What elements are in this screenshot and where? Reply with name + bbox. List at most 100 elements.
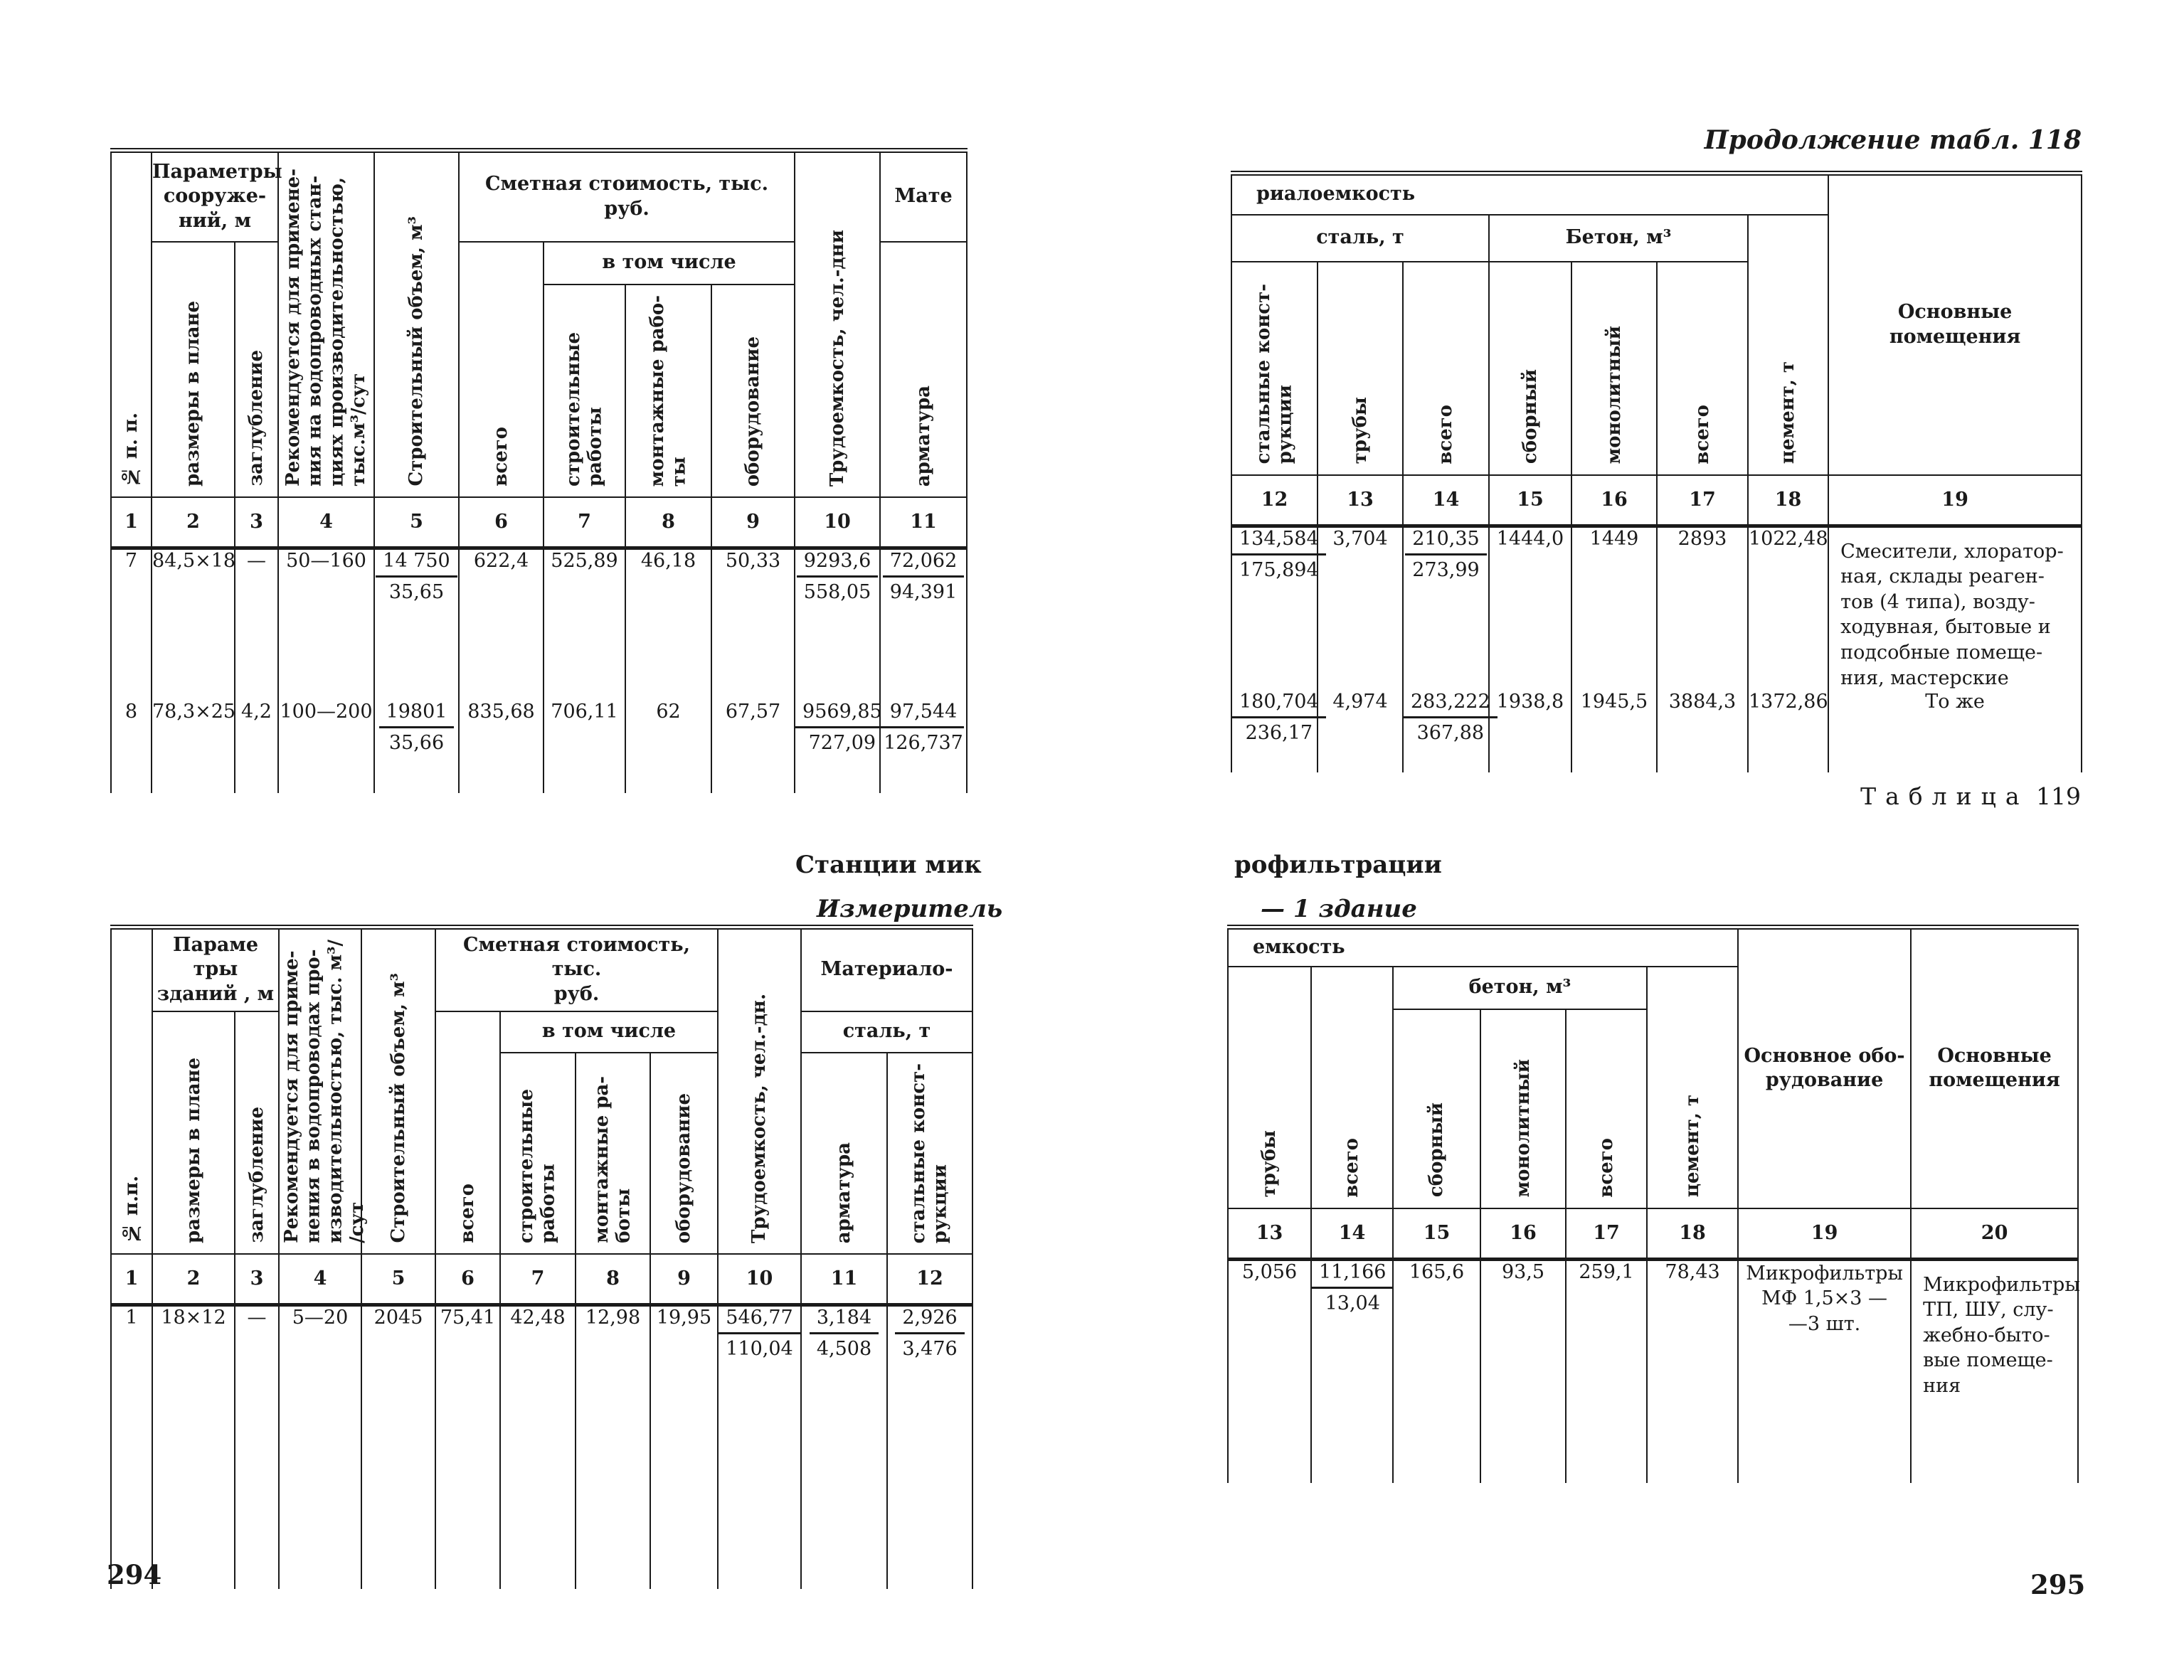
colnum: 18 [1645,1207,1739,1261]
colnum: 19 [1828,474,2083,528]
colnum: 18 [1746,474,1830,528]
cell: 50,33 [711,548,796,701]
header-col3: заглубление [233,241,280,497]
fraction-cell: 134,584 175,894 [1231,526,1326,691]
col9-label: оборудование [673,1092,695,1243]
header-col1: № п. п. [110,150,152,497]
table-119-left: № п.п. Параме тры зданий , м Рекомендует… [110,925,974,1590]
col14-label: всего [1341,1137,1363,1198]
section-heading-right-fragment: рофильтрации [1234,851,1442,879]
col15-label: сборный [1519,369,1541,464]
measure-caption-right: — 1 здание [1261,895,1417,923]
colnum: 11 [800,1253,889,1307]
col11-label: арматура [912,385,934,487]
table-row: 8 78,3×25 4,2 100—200 19801 35,66 835,68 … [110,701,968,794]
steel-group-header: сталь, т [1231,214,1490,262]
column-number-row: 1 2 3 4 5 6 7 8 9 10 11 [110,496,968,550]
table-row: 180,704 236,17 4,974 283,222 367,88 1938,8… [1231,691,2083,773]
cell: 1945,5 [1571,691,1658,773]
col12-label: стальные конст- рукции [1252,284,1296,464]
header-col8: монтажные ра- боты [575,1052,652,1254]
page-number-right: 295 [2030,1569,2086,1600]
col3-label: заглубление [245,1107,267,1243]
colnum: 10 [794,496,881,550]
cell: 1372,86 [1746,691,1830,773]
params-group-header: Параметры сооруже- ний, м [150,150,282,243]
colnum: 13 [1317,474,1404,528]
table-118-right: риалоемкость Основные помещения сталь, т… [1230,171,2083,773]
concrete-group-header: Бетон, м³ [1488,214,1749,262]
cell: 100—200 [277,701,376,794]
cell: 835,68 [458,701,545,794]
fraction-cell: 210,35 273,99 [1402,526,1490,691]
cell: — [233,1304,280,1398]
colnum: 10 [717,1253,802,1307]
concrete-group-header: бетон, м³ [1392,966,1648,1010]
col5-label: Строительный объем, м³ [405,216,428,487]
colnum: 16 [1480,1207,1567,1261]
colnum: 9 [650,1253,719,1307]
col2-label: размеры в плане [182,300,204,487]
including-group-header: в том числе [543,241,796,285]
rooms-cell: Микрофильтры ТП, ШУ, слу- жебно-быто- вы… [1910,1259,2080,1444]
material-group-header-fragment: Мате [879,150,968,243]
col8-label: монтажные рабо- ты [646,294,690,487]
col6-label: всего [457,1184,479,1243]
colnum: 5 [373,496,460,550]
col5-label: Строительный объем, м³ [387,973,409,1243]
fraction-cell: 3,184 4,508 [800,1304,889,1398]
cell: 525,89 [543,548,627,701]
material-group-header-fragment: емкость [1226,927,1739,967]
colnum: 6 [458,496,545,550]
header-col1: № п.п. [110,927,153,1254]
header-col6: всего [435,1011,502,1254]
header-col13: трубы [1227,966,1312,1208]
col17-label: всего [1691,404,1713,464]
col14-label: всего [1435,404,1457,464]
table-118-left: № п. п. Параметры сооруже- ний, м Рекоме… [110,148,968,794]
col10-label: Трудоемкость, чел.-дни [826,229,848,487]
header-col20: Основные помещения [1910,927,2079,1208]
cell: 3884,3 [1656,691,1749,773]
fraction-cell: 19801 35,66 [373,701,460,794]
col3-label: заглубление [245,350,267,487]
colnum: 15 [1392,1207,1481,1261]
header-col3: заглубление [233,1011,280,1254]
cell: 7 [110,548,152,701]
column-number-row: 13 14 15 16 17 18 19 20 [1227,1207,2079,1261]
header-col16: монолитный [1480,1009,1567,1208]
table119-caption-word: Таблица [1860,782,2029,810]
header-col9: оборудование [711,284,796,497]
rooms-cell: То же [1828,691,2083,773]
cell: 622,4 [458,548,545,701]
col13-label: трубы [1258,1130,1281,1198]
colnum: 12 [1231,474,1318,528]
colnum: 14 [1310,1207,1394,1261]
col4-label: Рекомендуется для приме- нения в водопро… [281,940,369,1243]
header-col7: строительные работы [543,284,627,497]
fraction-cell: 11,166 13,04 [1310,1259,1394,1444]
cell: 84,5×18 [151,548,235,701]
table-row: 7 84,5×18 — 50—160 14 750 35,65 622,4 525… [110,548,968,701]
col15-label: сборный [1426,1102,1448,1198]
table119-caption-number: 119 [2036,782,2081,810]
cell: 1 [110,1304,153,1398]
including-group-header: в том числе [499,1011,719,1053]
colnum: 13 [1227,1207,1312,1261]
cell: 1444,0 [1488,526,1572,691]
col6-label: всего [490,427,512,487]
cell: 12,98 [575,1304,652,1398]
colnum: 20 [1910,1207,2079,1261]
cell: 75,41 [435,1304,502,1398]
header-col16: монолитный [1571,261,1658,475]
header-col17: всего [1565,1009,1648,1208]
cell: 5,056 [1227,1259,1312,1444]
cell: 259,1 [1565,1259,1648,1444]
cell: 2893 [1656,526,1749,691]
fraction-cell: 14 750 35,65 [373,548,460,701]
header-col15: сборный [1488,261,1572,475]
header-col7: строительные работы [499,1052,577,1254]
cell: 3,704 [1317,526,1404,691]
header-col8: монтажные рабо- ты [625,284,713,497]
